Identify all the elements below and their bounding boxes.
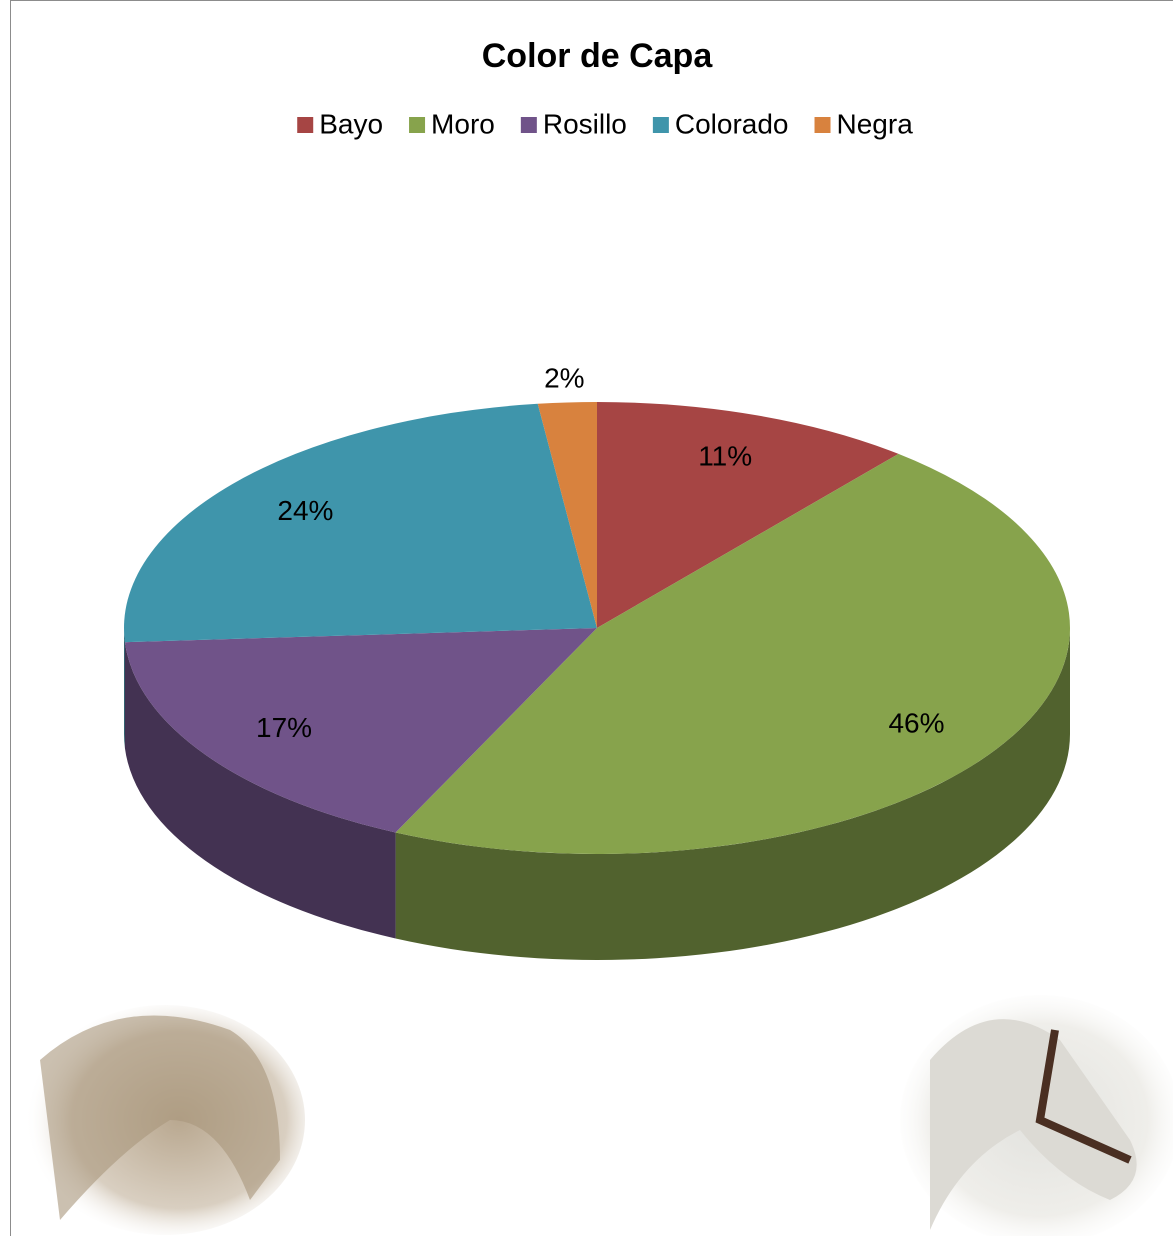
- data-label: 11%: [698, 440, 752, 471]
- legend: Bayo Moro Rosillo Colorado Negra: [297, 108, 913, 139]
- data-label: 2%: [544, 362, 584, 393]
- pie-slice: [123, 403, 597, 643]
- legend-swatch: [409, 117, 426, 133]
- pie-slice: [537, 402, 597, 628]
- legend-label: Negra: [837, 108, 914, 139]
- pie-side: [124, 628, 125, 749]
- pie-slice: [395, 453, 1070, 854]
- legend-swatch: [520, 117, 537, 133]
- data-label: 24%: [277, 495, 333, 526]
- horse-image-right: [900, 995, 1173, 1236]
- legend-label: Bayo: [319, 108, 383, 139]
- data-label: 46%: [888, 707, 944, 738]
- legend-swatch: [652, 117, 669, 133]
- pie-slice: [124, 628, 598, 833]
- legend-label: Moro: [431, 108, 495, 139]
- pie-slice: [597, 402, 899, 628]
- data-label: 17%: [256, 712, 312, 743]
- legend-label: Colorado: [675, 108, 789, 139]
- chart-title: Color de Capa: [482, 37, 714, 75]
- legend-swatch: [297, 117, 314, 133]
- legend-label: Rosillo: [543, 108, 627, 139]
- legend-swatch: [814, 117, 831, 133]
- pie-side: [124, 642, 396, 939]
- pie-side: [395, 628, 1070, 960]
- horse-image-left: [25, 1005, 305, 1235]
